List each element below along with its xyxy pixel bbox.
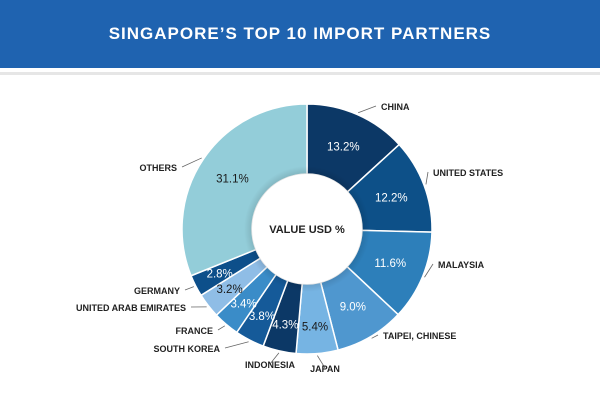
slice-category-label: UNITED STATES <box>433 168 503 178</box>
slice-value-label: 12.2% <box>375 192 408 204</box>
slice-category-label: CHINA <box>381 102 410 112</box>
slice-category-label: FRANCE <box>176 326 214 336</box>
slice-value-label: 3.4% <box>230 299 256 311</box>
slice-value-label: 31.1% <box>216 174 249 186</box>
leader-line <box>218 326 225 330</box>
slice-category-label: JAPAN <box>310 364 340 374</box>
slice-value-label: 9.0% <box>340 301 366 313</box>
slice-value-label: 5.4% <box>302 322 328 334</box>
slice-value-label: 13.2% <box>327 142 360 154</box>
center-label: VALUE USD % <box>269 224 345 236</box>
slice-category-label: OTHERS <box>139 163 177 173</box>
slice-category-label: SOUTH KOREA <box>153 344 220 354</box>
leader-line <box>185 287 194 290</box>
slice-category-label: UNITED ARAB EMIRATES <box>76 303 186 313</box>
leader-line <box>358 106 376 113</box>
slice-value-label: 3.8% <box>249 311 275 323</box>
slice-value-label: 4.3% <box>272 320 298 332</box>
slice-category-label: GERMANY <box>134 286 180 296</box>
slice-category-label: TAIPEI, CHINESE <box>383 331 456 341</box>
slice-value-label: 2.8% <box>207 268 233 280</box>
slice-category-label: INDONESIA <box>245 360 296 370</box>
leader-line <box>426 172 428 184</box>
slice-category-label: MALAYSIA <box>438 260 485 270</box>
slice-value-label: 3.2% <box>216 284 242 296</box>
leader-line <box>225 342 249 348</box>
slice-value-label: 11.6% <box>374 258 406 270</box>
